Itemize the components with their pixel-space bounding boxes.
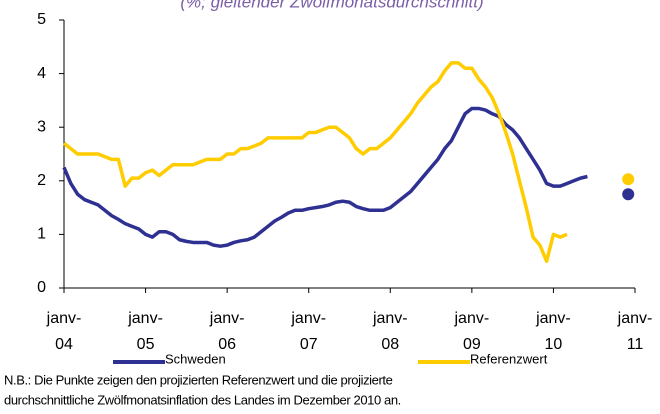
series-line xyxy=(62,61,568,263)
y-tick-label: 4 xyxy=(37,65,46,82)
x-tick-label: janv-06 xyxy=(209,310,245,353)
x-tick-label: janv-07 xyxy=(290,310,326,353)
chart-title: (%; gleitender Zwölfmonatsdurchschnitt) xyxy=(180,0,483,11)
legend-label: Schweden xyxy=(165,351,226,366)
y-tick-label: 2 xyxy=(37,172,46,189)
projection-dot xyxy=(622,173,635,186)
note: durchschnittliche Zwölfmonatsinflation d… xyxy=(4,392,401,407)
y-tick-label: 5 xyxy=(37,11,46,28)
note: N.B.: Die Punkte zeigen den projizierten… xyxy=(4,372,393,387)
x-tick-label: janv-09 xyxy=(454,310,490,353)
projection-dot xyxy=(622,188,635,201)
x-tick-label: janv-08 xyxy=(372,310,408,353)
x-tick-label: janv-11 xyxy=(617,310,653,353)
x-tick-label: janv-05 xyxy=(127,310,163,353)
y-tick-label: 1 xyxy=(37,226,46,243)
y-tick-label: 3 xyxy=(37,118,46,135)
y-tick-label: 0 xyxy=(37,279,46,296)
legend-label: Referenzwert xyxy=(470,351,548,366)
x-tick-label: janv-10 xyxy=(535,310,571,353)
x-tick-label: janv-04 xyxy=(46,310,82,353)
